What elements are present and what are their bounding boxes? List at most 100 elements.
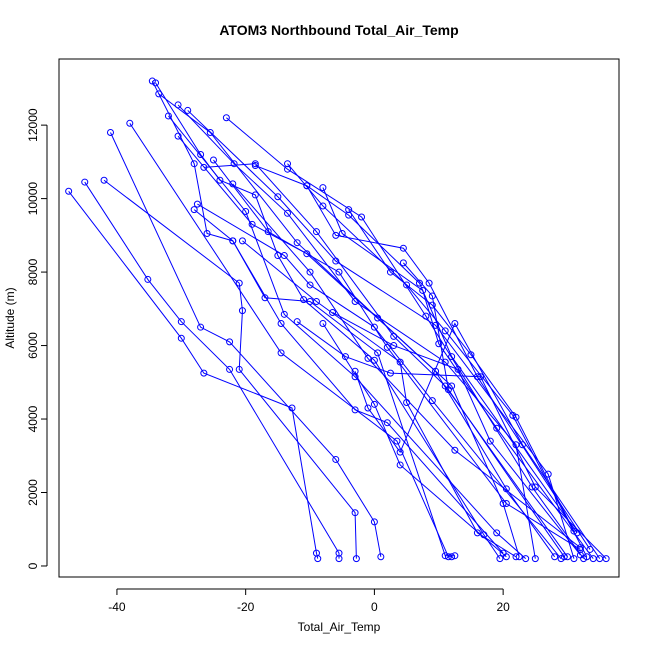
data-point	[502, 553, 510, 561]
data-point	[65, 187, 73, 195]
series-line	[168, 115, 527, 560]
x-tick-label: -40	[108, 600, 126, 614]
data-point	[512, 413, 520, 421]
y-tick-label: 8000	[26, 258, 40, 285]
data-point	[386, 369, 394, 377]
data-point	[248, 220, 256, 228]
data-point	[419, 286, 427, 294]
series-line	[322, 187, 594, 559]
data-point	[303, 250, 311, 258]
data-point	[174, 132, 182, 140]
x-axis: -40 -20 0 20	[108, 588, 510, 614]
data-point	[190, 206, 198, 214]
data-point	[570, 555, 578, 563]
data-point	[602, 555, 610, 563]
data-point	[377, 553, 385, 561]
series-line	[306, 185, 591, 550]
data-point	[493, 529, 501, 537]
data-point	[312, 228, 320, 236]
data-point	[303, 182, 311, 190]
data-point	[200, 163, 208, 171]
data-point	[560, 553, 568, 561]
data-point	[312, 297, 320, 305]
data-point	[351, 367, 359, 375]
data-point	[399, 244, 407, 252]
data-point	[284, 160, 292, 168]
data-point	[386, 268, 394, 276]
data-point	[390, 342, 398, 350]
x-axis-title: Total_Air_Temp	[298, 620, 381, 634]
data-point	[126, 119, 134, 127]
series-2	[81, 178, 343, 563]
series-line	[213, 159, 581, 550]
data-point	[531, 483, 539, 491]
data-point	[293, 239, 301, 247]
data-point	[230, 160, 238, 168]
series-29	[399, 259, 568, 561]
data-point	[352, 555, 360, 563]
data-point	[341, 353, 349, 361]
data-point	[251, 191, 259, 199]
data-point	[428, 397, 436, 405]
data-series-layer	[65, 77, 610, 563]
data-point	[444, 553, 452, 561]
data-point	[251, 160, 259, 168]
data-point	[335, 268, 343, 276]
series-13	[190, 206, 507, 557]
data-point	[531, 555, 539, 563]
y-tick-label: 6000	[26, 332, 40, 359]
data-point	[370, 518, 378, 526]
data-point	[370, 356, 378, 364]
data-point	[399, 259, 407, 267]
series-line	[110, 132, 382, 557]
series-line	[197, 203, 562, 559]
data-point	[319, 184, 327, 192]
data-point	[277, 320, 285, 328]
series-27	[293, 318, 610, 563]
data-point	[428, 292, 436, 300]
series-17	[222, 114, 588, 563]
series-line	[177, 135, 556, 558]
data-point	[351, 509, 359, 517]
series-line	[151, 80, 455, 557]
series-line	[68, 190, 319, 559]
data-point	[193, 200, 201, 208]
data-point	[277, 349, 285, 357]
plot-area-frame	[58, 58, 620, 578]
data-point	[209, 156, 217, 164]
series-line	[296, 321, 607, 559]
data-point	[451, 446, 459, 454]
x-tick-label: 20	[496, 600, 510, 614]
data-point	[370, 323, 378, 331]
data-point	[390, 332, 398, 340]
data-point	[396, 461, 404, 469]
data-point	[235, 365, 243, 373]
data-point	[551, 553, 559, 561]
data-point	[100, 176, 108, 184]
data-point	[329, 308, 337, 316]
series-line	[129, 123, 452, 558]
data-point	[515, 553, 523, 561]
series-line	[226, 117, 585, 559]
data-point	[451, 320, 459, 328]
data-point	[351, 406, 359, 414]
series-24	[329, 308, 584, 559]
data-point	[280, 252, 288, 260]
data-point	[293, 318, 301, 326]
data-point	[338, 230, 346, 237]
y-tick-label: 10000	[26, 182, 40, 216]
data-point	[164, 112, 172, 120]
data-point	[197, 323, 205, 331]
data-point	[435, 340, 443, 348]
data-point	[284, 209, 292, 217]
data-point	[306, 268, 314, 276]
data-point	[155, 90, 163, 98]
data-point	[428, 301, 436, 309]
data-point	[264, 228, 272, 236]
data-point	[570, 527, 578, 535]
data-point	[451, 552, 459, 560]
series-line	[242, 240, 517, 558]
series-line	[193, 209, 504, 554]
